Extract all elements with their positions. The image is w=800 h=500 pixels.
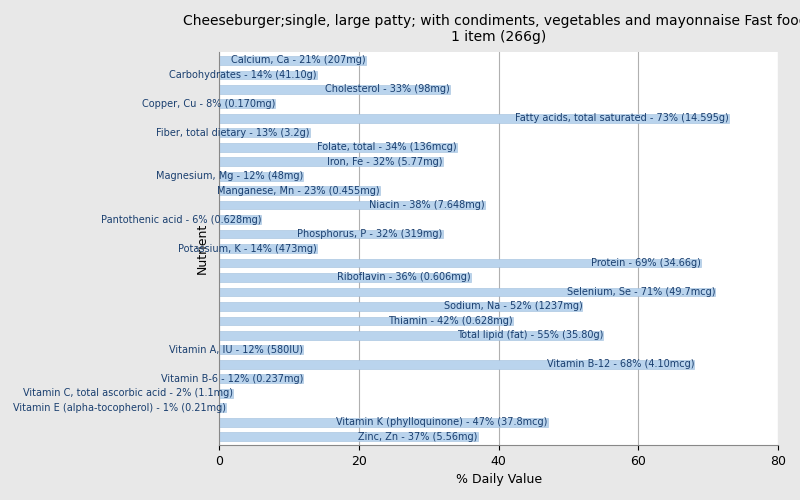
Text: Fiber, total dietary - 13% (3.2g): Fiber, total dietary - 13% (3.2g) bbox=[157, 128, 310, 138]
Bar bbox=[219, 143, 457, 152]
Text: Vitamin B-12 - 68% (4.10mcg): Vitamin B-12 - 68% (4.10mcg) bbox=[546, 360, 694, 370]
Text: Copper, Cu - 8% (0.170mg): Copper, Cu - 8% (0.170mg) bbox=[142, 99, 275, 109]
Text: Iron, Fe - 32% (5.77mg): Iron, Fe - 32% (5.77mg) bbox=[327, 156, 442, 166]
Text: Fatty acids, total saturated - 73% (14.595g): Fatty acids, total saturated - 73% (14.5… bbox=[515, 114, 730, 124]
Text: Riboflavin - 36% (0.606mg): Riboflavin - 36% (0.606mg) bbox=[337, 272, 470, 282]
Text: Cholesterol - 33% (98mg): Cholesterol - 33% (98mg) bbox=[325, 84, 450, 94]
Bar bbox=[219, 215, 261, 224]
Text: Total lipid (fat) - 55% (35.80g): Total lipid (fat) - 55% (35.80g) bbox=[457, 330, 603, 340]
Bar bbox=[219, 186, 380, 195]
Bar bbox=[219, 432, 478, 441]
Text: Protein - 69% (34.66g): Protein - 69% (34.66g) bbox=[591, 258, 702, 268]
Bar bbox=[219, 56, 366, 64]
Bar bbox=[219, 346, 303, 354]
Text: Pantothenic acid - 6% (0.628mg): Pantothenic acid - 6% (0.628mg) bbox=[101, 214, 261, 224]
Bar bbox=[219, 360, 694, 368]
Bar bbox=[219, 114, 730, 122]
Title: Cheeseburger;single, large patty; with condiments, vegetables and mayonnaise Fas: Cheeseburger;single, large patty; with c… bbox=[182, 14, 800, 44]
Bar bbox=[219, 316, 513, 325]
Text: Vitamin K (phylloquinone) - 47% (37.8mcg): Vitamin K (phylloquinone) - 47% (37.8mcg… bbox=[336, 417, 547, 427]
Bar bbox=[219, 302, 582, 310]
Bar bbox=[219, 273, 470, 282]
Text: Magnesium, Mg - 12% (48mg): Magnesium, Mg - 12% (48mg) bbox=[156, 171, 303, 181]
Bar bbox=[219, 100, 275, 108]
Text: Carbohydrates - 14% (41.10g): Carbohydrates - 14% (41.10g) bbox=[170, 70, 317, 80]
X-axis label: % Daily Value: % Daily Value bbox=[455, 473, 542, 486]
Text: Thiamin - 42% (0.628mg): Thiamin - 42% (0.628mg) bbox=[388, 316, 513, 326]
Bar bbox=[219, 288, 715, 296]
Bar bbox=[219, 244, 317, 253]
Bar bbox=[219, 70, 317, 79]
Text: Manganese, Mn - 23% (0.455mg): Manganese, Mn - 23% (0.455mg) bbox=[218, 186, 380, 196]
Bar bbox=[219, 374, 303, 383]
Text: Niacin - 38% (7.648mg): Niacin - 38% (7.648mg) bbox=[369, 200, 485, 210]
Text: Zinc, Zn - 37% (5.56mg): Zinc, Zn - 37% (5.56mg) bbox=[358, 432, 478, 442]
Bar bbox=[219, 201, 485, 209]
Bar bbox=[219, 230, 442, 238]
Bar bbox=[219, 85, 450, 94]
Text: Vitamin E (alpha-tocopherol) - 1% (0.21mg): Vitamin E (alpha-tocopherol) - 1% (0.21m… bbox=[13, 402, 226, 412]
Text: Vitamin B-6 - 12% (0.237mg): Vitamin B-6 - 12% (0.237mg) bbox=[161, 374, 303, 384]
Text: Calcium, Ca - 21% (207mg): Calcium, Ca - 21% (207mg) bbox=[231, 56, 366, 66]
Text: Sodium, Na - 52% (1237mg): Sodium, Na - 52% (1237mg) bbox=[444, 302, 582, 312]
Text: Potassium, K - 14% (473mg): Potassium, K - 14% (473mg) bbox=[178, 244, 317, 254]
Bar bbox=[219, 172, 303, 180]
Text: Vitamin C, total ascorbic acid - 2% (1.1mg): Vitamin C, total ascorbic acid - 2% (1.1… bbox=[23, 388, 233, 398]
Y-axis label: Nutrient: Nutrient bbox=[196, 223, 209, 274]
Bar bbox=[219, 331, 603, 340]
Bar bbox=[219, 128, 310, 137]
Bar bbox=[219, 404, 226, 412]
Bar bbox=[219, 418, 547, 426]
Text: Vitamin A, IU - 12% (580IU): Vitamin A, IU - 12% (580IU) bbox=[169, 345, 303, 355]
Bar bbox=[219, 258, 702, 268]
Text: Phosphorus, P - 32% (319mg): Phosphorus, P - 32% (319mg) bbox=[298, 229, 442, 239]
Bar bbox=[219, 389, 233, 398]
Text: Folate, total - 34% (136mcg): Folate, total - 34% (136mcg) bbox=[317, 142, 457, 152]
Text: Selenium, Se - 71% (49.7mcg): Selenium, Se - 71% (49.7mcg) bbox=[566, 287, 715, 297]
Bar bbox=[219, 158, 442, 166]
